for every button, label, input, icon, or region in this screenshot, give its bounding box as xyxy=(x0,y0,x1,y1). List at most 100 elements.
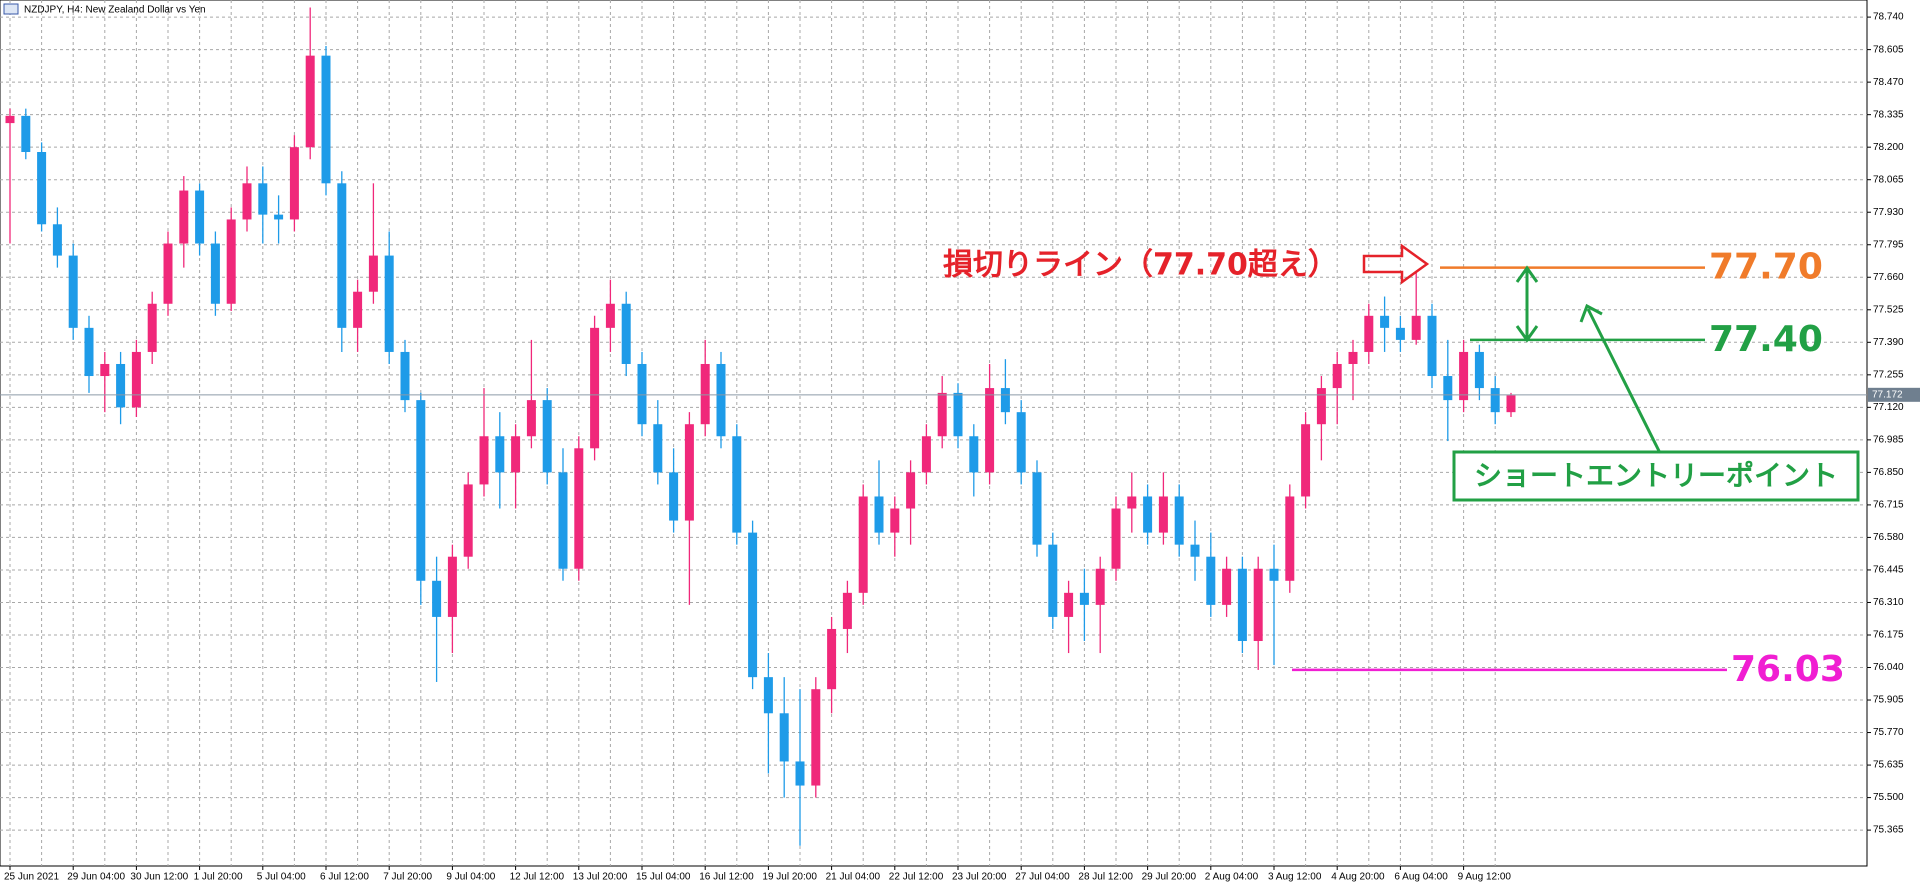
level-label: 77.70 xyxy=(1709,247,1823,288)
x-tick-label: 9 Aug 12:00 xyxy=(1458,872,1512,883)
entry-box xyxy=(1452,450,1860,502)
candle-body xyxy=(1048,544,1058,617)
candle-body xyxy=(432,580,442,617)
x-tick-label: 30 Jun 12:00 xyxy=(130,872,188,883)
candle-body xyxy=(590,327,600,449)
candle-body xyxy=(1348,351,1358,364)
candle-body xyxy=(858,496,868,593)
x-tick-label: 3 Aug 12:00 xyxy=(1268,872,1322,883)
candle-body xyxy=(258,183,268,215)
x-tick-label: 12 Jul 12:00 xyxy=(510,872,565,883)
candle-body xyxy=(1206,556,1216,605)
x-tick-label: 9 Jul 04:00 xyxy=(446,872,495,883)
y-tick-label: 76.040 xyxy=(1873,662,1904,673)
y-tick-label: 77.930 xyxy=(1873,207,1904,218)
candle-body xyxy=(637,363,647,425)
candle-body xyxy=(1253,568,1263,642)
candle-body xyxy=(1332,363,1342,389)
x-tick-label: 6 Aug 04:00 xyxy=(1394,872,1448,883)
candle-body xyxy=(305,55,315,148)
candle-body xyxy=(131,351,141,408)
candle-body xyxy=(1301,424,1311,497)
candle-body xyxy=(1032,472,1042,545)
candle-body xyxy=(1143,496,1153,533)
candle-body xyxy=(100,363,110,377)
candle-body xyxy=(1364,315,1374,352)
candle-body xyxy=(289,147,299,220)
candle-body xyxy=(621,303,631,364)
candle-body xyxy=(969,436,979,473)
candle-body xyxy=(495,436,505,473)
pointer-arrow xyxy=(1586,308,1661,452)
y-tick-label: 75.635 xyxy=(1873,760,1904,771)
candle-body xyxy=(1285,496,1295,581)
candle-body xyxy=(827,628,837,690)
y-tick-label: 77.120 xyxy=(1873,402,1904,413)
x-tick-label: 19 Jul 20:00 xyxy=(762,872,817,883)
candle-body xyxy=(1127,496,1137,509)
candle-body xyxy=(716,363,726,437)
candle-body xyxy=(700,363,710,425)
stop-loss-text: 損切りライン（77.70超え） xyxy=(943,248,1338,283)
range-arrow-heads xyxy=(1515,265,1539,343)
y-tick-label: 77.255 xyxy=(1873,369,1904,380)
x-tick-label: 25 Jun 2021 xyxy=(4,872,59,883)
candle-body xyxy=(906,472,916,509)
candle-body xyxy=(353,291,363,328)
candle-body xyxy=(1459,351,1469,401)
candle-body xyxy=(542,400,552,473)
candle-body xyxy=(1000,388,1010,413)
y-tick-label: 78.605 xyxy=(1873,44,1904,55)
candle-body xyxy=(68,255,78,328)
candle-body xyxy=(1016,412,1026,473)
candle-body xyxy=(937,392,947,437)
candle-body xyxy=(795,761,805,786)
current-price-label: 77.172 xyxy=(1872,389,1903,400)
pointer-arrow-head xyxy=(1579,303,1603,323)
candle-body xyxy=(1079,592,1089,605)
y-tick-label: 77.660 xyxy=(1873,272,1904,283)
candle-body xyxy=(163,243,173,304)
candle-body xyxy=(226,219,236,304)
x-tick-label: 22 Jul 12:00 xyxy=(889,872,944,883)
candle-body xyxy=(1269,568,1279,581)
candle-body xyxy=(953,392,963,437)
candle-body xyxy=(1316,388,1326,425)
candle-body xyxy=(274,214,284,220)
x-tick-label: 28 Jul 12:00 xyxy=(1078,872,1133,883)
candle-body xyxy=(195,190,205,244)
entry-text: ショートエントリーポイント xyxy=(1474,459,1838,492)
candle-body xyxy=(921,436,931,473)
y-tick-label: 75.905 xyxy=(1873,695,1904,706)
candle-body xyxy=(242,183,252,220)
candle-body xyxy=(1095,568,1105,605)
candle-body xyxy=(1380,315,1390,328)
x-tick-label: 15 Jul 04:00 xyxy=(636,872,691,883)
candle-body xyxy=(684,424,694,521)
y-tick-label: 75.365 xyxy=(1873,825,1904,836)
x-tick-label: 5 Jul 04:00 xyxy=(257,872,306,883)
candle-body xyxy=(748,532,758,678)
y-tick-label: 78.740 xyxy=(1873,12,1904,23)
candle-body xyxy=(605,303,615,328)
x-tick-label: 6 Jul 12:00 xyxy=(320,872,369,883)
level-label: 77.40 xyxy=(1709,319,1823,360)
candle-body xyxy=(337,183,347,328)
candle-body xyxy=(985,388,995,473)
x-tick-label: 2 Aug 04:00 xyxy=(1205,872,1259,883)
candle-body xyxy=(763,677,773,714)
candle-body xyxy=(1111,508,1121,569)
candle-body xyxy=(116,363,126,408)
candle-body xyxy=(1222,568,1232,605)
candle-body xyxy=(179,190,189,244)
candle-body xyxy=(1427,315,1437,377)
candle-body xyxy=(842,592,852,629)
y-tick-label: 76.850 xyxy=(1873,467,1904,478)
candle-body xyxy=(384,255,394,352)
x-tick-label: 27 Jul 04:00 xyxy=(1015,872,1070,883)
candle-body xyxy=(511,436,521,473)
candle-body xyxy=(1190,544,1200,557)
y-tick-label: 76.580 xyxy=(1873,532,1904,543)
